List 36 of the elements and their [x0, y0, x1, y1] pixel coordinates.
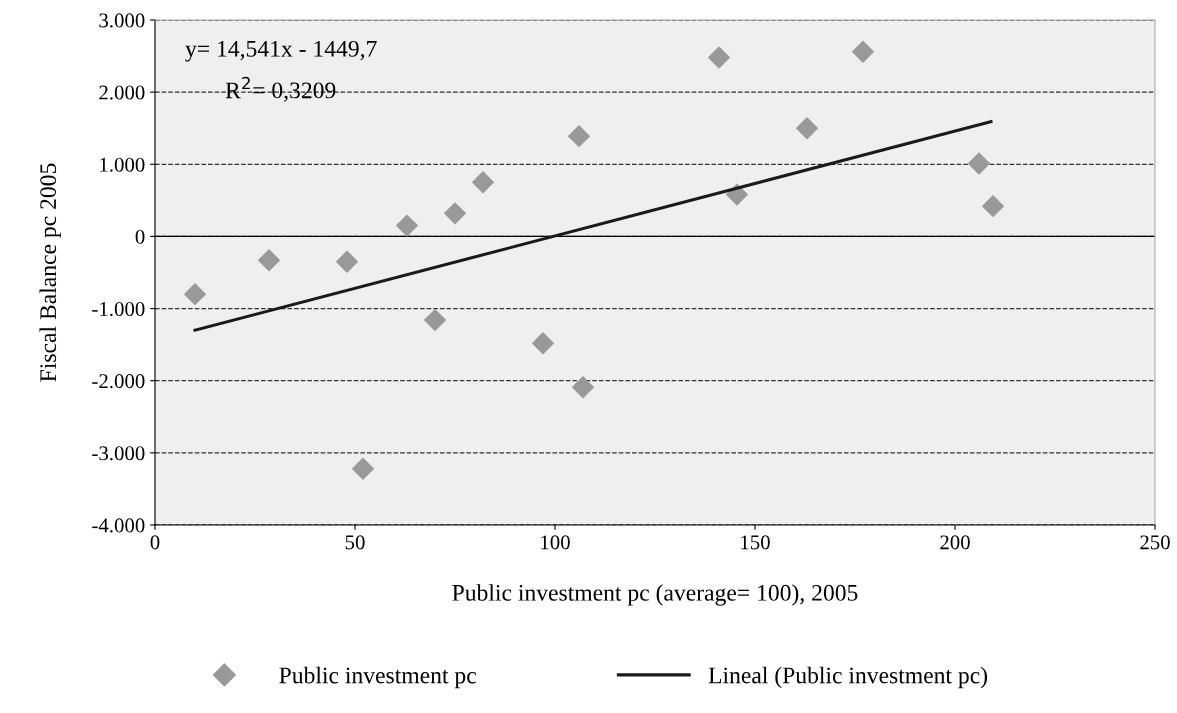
x-tick-label: 100: [541, 535, 570, 550]
x-axis-title: Public investment pc (average= 100), 2005: [452, 584, 858, 606]
y-tick-label: -1.000: [92, 301, 145, 317]
x-tick-label: 50: [345, 535, 365, 550]
point: [571, 376, 595, 399]
legend-label: Public investment pc: [279, 666, 476, 689]
point: [981, 194, 1005, 218]
annotation: y= 14,541x - 1449,7: [185, 40, 377, 62]
y-tick-label: 2.000: [99, 85, 145, 100]
y-tick-label: -4.000: [92, 518, 145, 533]
y-tick-label: 3.000: [99, 13, 145, 28]
point: [351, 457, 375, 480]
x-tick-label: 200: [940, 535, 970, 550]
point: [567, 124, 591, 148]
y-tick-label: 1.000: [100, 157, 145, 172]
y-tick-label: -3.000: [92, 446, 145, 461]
x-tick-label: 250: [1140, 535, 1170, 550]
annotation: R$^{2}$= 0,3209: [225, 76, 336, 102]
point: [183, 282, 207, 306]
point: [395, 214, 419, 237]
legend-label: Lineal (Public investment pc): [708, 666, 988, 689]
point: [471, 171, 495, 194]
y-tick-label: 0: [135, 229, 145, 244]
point: [335, 250, 359, 273]
point: [531, 332, 555, 355]
point: [851, 40, 875, 63]
point: [257, 249, 281, 272]
point: [707, 46, 731, 69]
y-axis-title: Fiscal Balance pc 2005: [39, 163, 61, 382]
y-tick-label: -2.000: [92, 374, 145, 389]
point: [443, 202, 467, 225]
point: [423, 308, 447, 332]
point: [795, 117, 819, 140]
x-tick-label: 0: [150, 535, 160, 550]
x-tick-label: 150: [741, 535, 770, 550]
point: [967, 152, 991, 175]
